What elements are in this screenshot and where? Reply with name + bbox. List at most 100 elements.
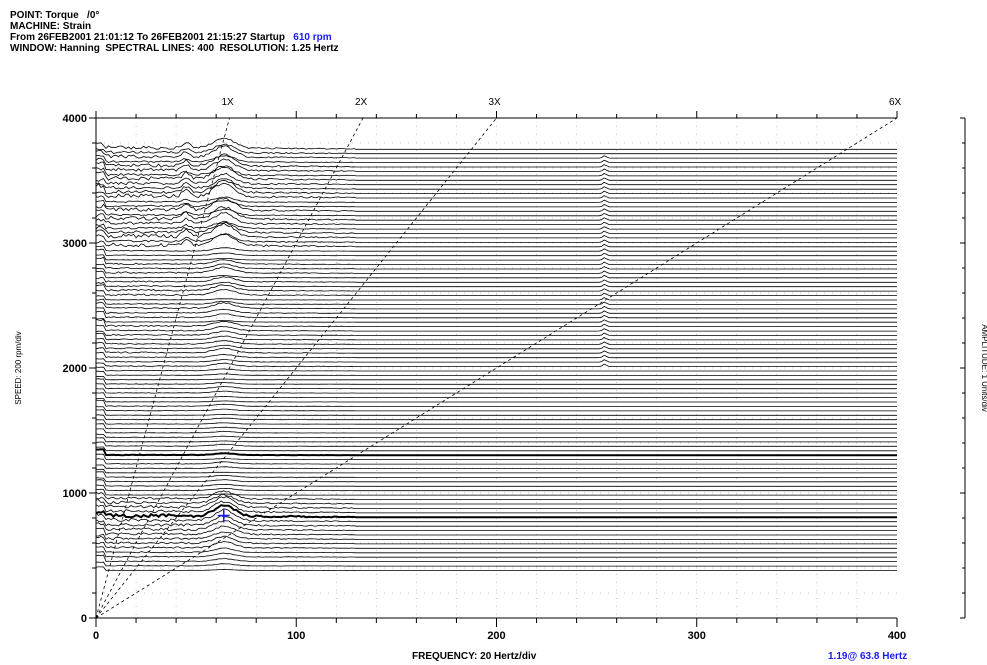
rpm-label: 610 rpm xyxy=(293,32,332,43)
spectrum-trace xyxy=(95,488,897,496)
spectrum-trace xyxy=(95,178,897,190)
spectrum-trace xyxy=(95,383,897,390)
spectrum-trace xyxy=(95,145,897,159)
x-tick-label: 300 xyxy=(688,630,706,642)
spectrum-trace xyxy=(95,540,897,549)
spectrum-trace xyxy=(95,409,897,416)
spectrum-trace xyxy=(95,546,897,554)
y-tick-label: 4000 xyxy=(63,113,87,125)
spectrum-trace xyxy=(95,520,897,532)
order-label: 3X xyxy=(489,97,502,108)
spectrum-trace xyxy=(95,220,897,230)
spectrum-trace xyxy=(95,263,897,270)
spectrum-trace xyxy=(96,245,897,252)
plot-axes xyxy=(89,111,966,627)
spectrum-trace xyxy=(95,446,897,452)
spectrum-trace xyxy=(95,453,897,461)
spectrum-trace xyxy=(95,288,897,297)
order-label: 2X xyxy=(355,97,368,108)
spectrum-trace xyxy=(95,566,897,571)
spectrum-trace xyxy=(95,366,897,372)
spectrum-trace xyxy=(95,458,897,465)
y-axis-title: SPEED: 200 rpm/div xyxy=(14,331,23,404)
spectrum-trace xyxy=(95,351,897,359)
spectrum-trace xyxy=(95,195,897,203)
spectrum-trace xyxy=(96,318,897,323)
order-line xyxy=(95,117,497,619)
spectrum-trace xyxy=(95,276,897,283)
order-line xyxy=(95,117,230,619)
spectrum-trace xyxy=(95,515,897,527)
spectrum-trace xyxy=(95,298,897,305)
time-range-label: From 26FEB2001 21:01:12 To 26FEB2001 21:… xyxy=(10,32,332,43)
spectrum-trace xyxy=(95,358,897,363)
order-line xyxy=(95,117,364,619)
spectrum-trace xyxy=(95,471,897,478)
window-settings-label: WINDOW: Hanning SPECTRAL LINES: 400 RESO… xyxy=(10,43,339,54)
spectrum-trace xyxy=(95,307,897,314)
spectrum-trace xyxy=(95,468,897,474)
spectrum-trace xyxy=(96,437,897,443)
spectrum-trace xyxy=(95,525,897,536)
spectrum-trace xyxy=(95,221,897,234)
spectrum-trace xyxy=(95,166,897,177)
order-line xyxy=(95,117,898,619)
spectrum-trace xyxy=(95,222,897,239)
spectrum-trace xyxy=(96,137,897,150)
spectrum-trace xyxy=(95,398,897,403)
spectrum-trace xyxy=(95,477,897,483)
machine-label: MACHINE: Strain xyxy=(10,21,92,32)
spectrum-trace xyxy=(95,535,897,545)
spectrum-trace xyxy=(95,338,897,345)
spectrum-trace xyxy=(95,199,897,208)
point-angle: /0° xyxy=(87,10,100,21)
spectrum-trace xyxy=(95,165,897,181)
spectrum-trace xyxy=(95,375,897,381)
spectrum-trace xyxy=(95,388,897,394)
spectrum-trace xyxy=(95,378,897,385)
spectrum-trace xyxy=(95,392,897,398)
spectrum-trace xyxy=(95,158,897,172)
spectrum-trace xyxy=(95,330,897,336)
spectrum-trace xyxy=(95,318,897,328)
spectrum-trace xyxy=(95,399,897,407)
spectrum-traces xyxy=(95,137,897,571)
spectrum-trace xyxy=(95,441,897,447)
spectrum-trace xyxy=(95,414,897,421)
spectrum-trace xyxy=(95,433,897,438)
spectrum-trace xyxy=(95,551,897,558)
spectrum-trace xyxy=(95,143,897,155)
x-tick-label: 0 xyxy=(93,630,99,642)
spectrum-trace xyxy=(95,493,897,505)
spectrum-trace xyxy=(95,406,897,412)
spectrum-trace xyxy=(95,179,897,195)
spectrum-trace xyxy=(96,370,897,376)
spectrum-trace xyxy=(95,154,897,163)
spectrum-trace xyxy=(95,490,897,501)
spectrum-trace xyxy=(95,281,897,288)
spectrum-trace xyxy=(95,256,897,265)
spectrum-trace xyxy=(95,233,897,243)
spectrum-trace xyxy=(95,554,897,563)
spectrum-trace xyxy=(95,248,897,257)
spectrum-trace xyxy=(95,423,897,430)
spectrum-trace xyxy=(95,484,897,492)
spectrum-trace xyxy=(95,172,897,186)
spectrum-trace xyxy=(95,428,897,434)
spectrum-trace xyxy=(95,211,897,226)
spectrum-trace xyxy=(95,295,897,301)
cursor-marker xyxy=(217,508,230,523)
spectrum-trace xyxy=(95,197,897,212)
spectrum-trace xyxy=(95,531,897,540)
spectrum-trace xyxy=(95,284,897,292)
amplitude-axis-title: AMPLITUDE: 1 Units/div xyxy=(980,324,987,412)
spectrum-trace xyxy=(96,496,897,509)
spectrum-trace xyxy=(95,479,897,487)
cursor-readout: 1.19@ 63.8 Hertz xyxy=(828,651,908,662)
spectrum-trace xyxy=(95,301,897,310)
y-tick-label: 1000 xyxy=(63,488,87,500)
spectrum-trace xyxy=(95,270,897,279)
spectrum-trace xyxy=(95,448,897,457)
